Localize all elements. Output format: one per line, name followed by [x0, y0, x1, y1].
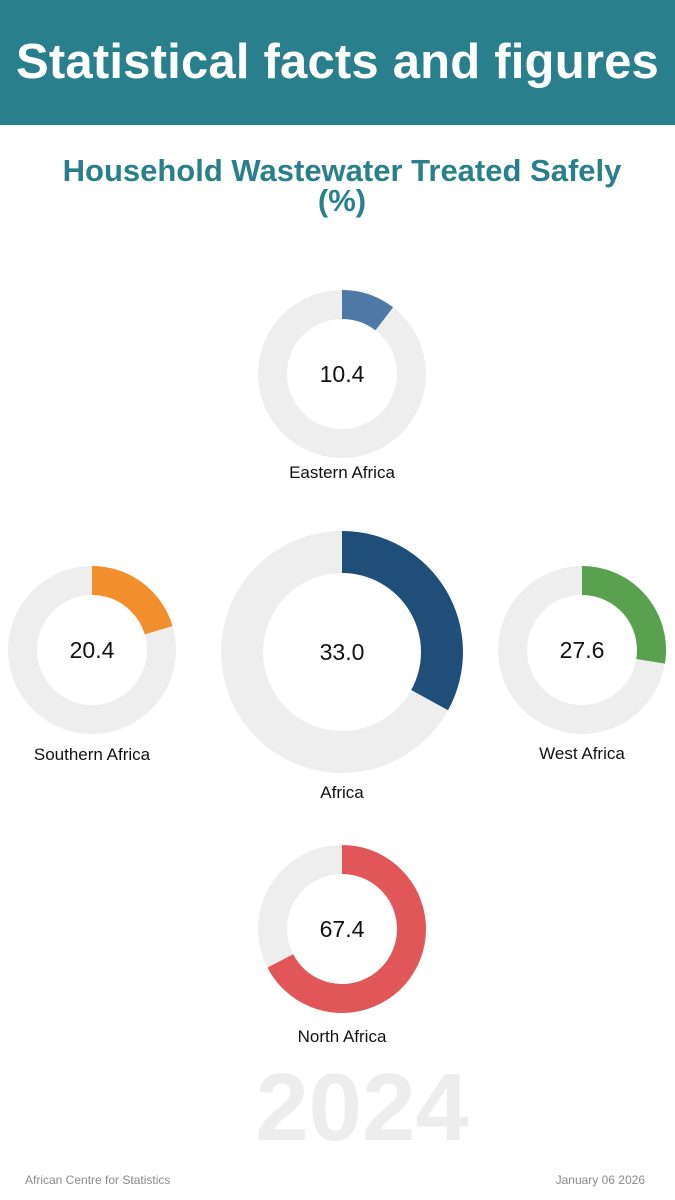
- donut-arc-west-africa: [582, 566, 666, 664]
- donut-label-eastern-africa: Eastern Africa: [289, 463, 395, 482]
- donut-label-north-africa: North Africa: [298, 1027, 387, 1046]
- chart-title: Household Wastewater Treated Safely (%): [62, 153, 622, 218]
- donut-arc-north-africa: [267, 845, 426, 1013]
- donut-arc-africa: [342, 531, 463, 711]
- footer-date: January 06 2026: [555, 1173, 645, 1187]
- donut-north-africa: 67.4 North Africa: [258, 845, 426, 1046]
- donut-value-north-africa: 67.4: [320, 916, 365, 942]
- donut-value-eastern-africa: 10.4: [320, 361, 365, 387]
- donut-label-africa: Africa: [320, 783, 364, 802]
- donut-label-west-africa: West Africa: [539, 744, 625, 763]
- donut-value-west-africa: 27.6: [560, 637, 605, 663]
- donut-value-africa: 33.0: [320, 639, 365, 665]
- donut-eastern-africa: 10.4 Eastern Africa: [258, 290, 426, 482]
- donut-label-southern-africa: Southern Africa: [34, 745, 151, 764]
- donut-southern-africa: 20.4 Southern Africa: [8, 566, 176, 764]
- page-title: Statistical facts and figures: [16, 35, 659, 89]
- donut-arc-southern-africa: [92, 566, 173, 635]
- donut-west-africa: 27.6 West Africa: [498, 566, 666, 763]
- footer-source: African Centre for Statistics: [25, 1173, 171, 1187]
- header-bar: Statistical facts and figures: [0, 0, 675, 125]
- donut-arc-eastern-africa: [342, 290, 394, 331]
- donut-africa: 33.0 Africa: [221, 531, 463, 802]
- year-watermark: 2024: [255, 1054, 469, 1161]
- donut-value-southern-africa: 20.4: [70, 637, 115, 663]
